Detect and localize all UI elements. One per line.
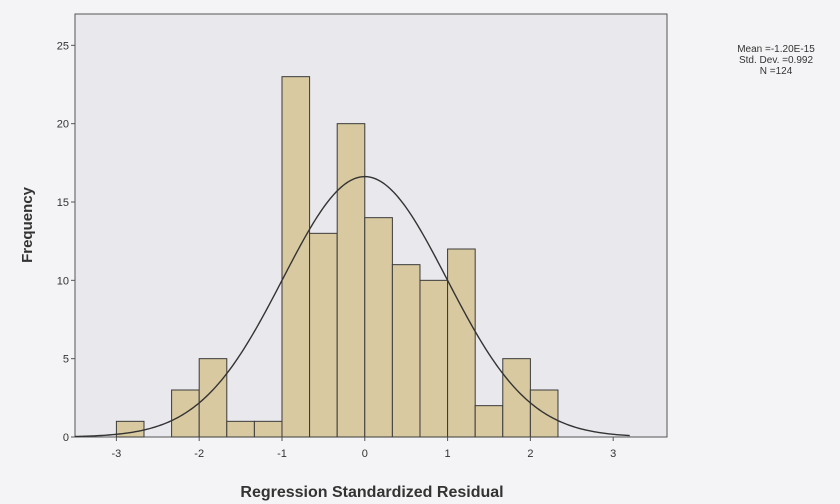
histogram-bar — [309, 232, 338, 438]
bars-group — [115, 76, 559, 438]
normal-curve — [74, 175, 630, 438]
histogram-bar — [502, 358, 531, 438]
histogram-bar — [115, 420, 145, 438]
histogram-bar — [198, 358, 228, 438]
y-tick-label: 10 — [57, 275, 69, 287]
x-axis-title: Regression Standardized Residual — [240, 484, 503, 501]
x-tick-label: 3 — [610, 448, 616, 460]
histogram-bar — [226, 420, 255, 438]
stats-std-dev: Std. Dev. =0.992 — [739, 55, 813, 66]
x-tick-label: 2 — [527, 448, 533, 460]
y-tick-label: 15 — [57, 197, 69, 209]
stats-mean: Mean =-1.20E-15 — [737, 44, 815, 55]
histogram-bar — [336, 123, 366, 438]
x-tick-label: 1 — [445, 448, 451, 460]
histogram-bar — [474, 405, 504, 438]
histogram-bar — [391, 264, 421, 438]
y-tick-label: 20 — [57, 119, 69, 131]
axes-group: 0 5 10 15 20 25 -3 -2 -1 0 1 2 3 — [57, 40, 616, 460]
y-axis-title: Frequency — [19, 186, 36, 263]
stats-box: Mean =-1.20E-15 Std. Dev. =0.992 N =124 — [737, 44, 815, 77]
x-tick-label: -2 — [194, 448, 204, 460]
y-tick-label: 0 — [63, 432, 69, 444]
histogram-bar — [419, 279, 449, 438]
histogram-bar — [447, 248, 476, 438]
x-tick-label: 0 — [362, 448, 368, 460]
histogram-bar — [253, 420, 283, 438]
y-tick-label: 5 — [63, 354, 69, 366]
histogram-bar — [281, 76, 311, 438]
y-tick-label: 25 — [57, 40, 69, 52]
stats-n: N =124 — [760, 66, 793, 77]
histogram-bar — [364, 217, 393, 438]
x-tick-label: -3 — [112, 448, 122, 460]
x-tick-label: -1 — [277, 448, 287, 460]
